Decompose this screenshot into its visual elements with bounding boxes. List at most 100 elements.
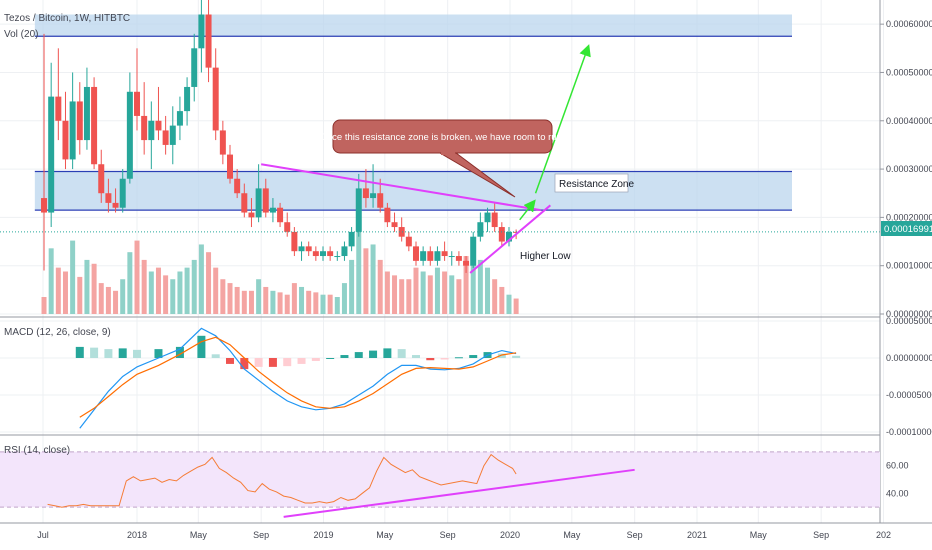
candle-body[interactable]: [491, 212, 498, 228]
volume-bar: [291, 283, 297, 314]
price-y-tick-label: 0.00020000: [886, 212, 932, 222]
candle-body[interactable]: [277, 207, 284, 223]
candle-body[interactable]: [141, 115, 148, 141]
candle-body[interactable]: [420, 251, 427, 261]
candle-body[interactable]: [334, 256, 341, 258]
candle-body[interactable]: [348, 231, 355, 247]
breakout-arrow-small[interactable]: [519, 199, 536, 221]
candle-body[interactable]: [448, 256, 455, 258]
candle-body[interactable]: [41, 198, 48, 213]
candle-body[interactable]: [312, 251, 319, 257]
x-tick-label: Sep: [813, 530, 829, 540]
macd-pane[interactable]: [75, 327, 521, 429]
volume-bar: [313, 292, 319, 314]
candle-body[interactable]: [284, 222, 291, 232]
price-trendline[interactable]: [261, 163, 541, 212]
candle-body[interactable]: [62, 120, 69, 160]
candle-body[interactable]: [134, 91, 141, 116]
candle-body[interactable]: [355, 188, 362, 232]
rsi-pane-title: RSI (14, close): [4, 445, 70, 456]
candle-body[interactable]: [169, 125, 176, 145]
candle-body[interactable]: [83, 86, 90, 141]
resistance-zone-tag: Resistance Zone: [554, 173, 634, 193]
candle-body[interactable]: [219, 130, 226, 155]
candle-body[interactable]: [91, 86, 98, 165]
macd-histogram-bar: [154, 349, 163, 358]
candle-body[interactable]: [362, 188, 369, 199]
rsi-pane[interactable]: [0, 451, 880, 518]
candle-body[interactable]: [112, 202, 119, 208]
candle-body[interactable]: [76, 101, 83, 141]
x-axis-layer[interactable]: Jul 2018 May Sep 2019 May Sep 2020 May Sep 2021 May…: [37, 530, 891, 540]
candle-body[interactable]: [377, 193, 384, 208]
candle-body[interactable]: [126, 91, 133, 179]
macd-histogram-bar: [118, 348, 127, 358]
candle-body[interactable]: [55, 96, 62, 121]
rsi-line[interactable]: [47, 453, 517, 508]
candle-body[interactable]: [212, 67, 219, 131]
candle-body[interactable]: [184, 86, 191, 112]
candle-body[interactable]: [198, 14, 205, 49]
candle-body[interactable]: [191, 48, 198, 87]
last-price-tag: 0.00016991: [881, 221, 932, 236]
volume-bar: [41, 297, 47, 314]
breakout-arrow-large[interactable]: [534, 44, 591, 194]
candle-body[interactable]: [498, 227, 505, 242]
candle-body[interactable]: [370, 193, 377, 199]
candle-body[interactable]: [384, 207, 391, 223]
candle-body[interactable]: [105, 193, 112, 203]
candle-body[interactable]: [48, 96, 55, 213]
candle-body[interactable]: [269, 207, 276, 213]
candle-body[interactable]: [391, 222, 398, 228]
candle-body[interactable]: [298, 246, 305, 252]
volume-bar: [220, 279, 226, 314]
candle-body[interactable]: [162, 130, 169, 145]
candle-body[interactable]: [470, 236, 477, 266]
price-pane[interactable]: [0, 0, 880, 314]
candle-body[interactable]: [405, 236, 412, 247]
volume-bar: [155, 267, 161, 314]
y-axis-layer[interactable]: 0.00000000 0.00010000 0.00020000 0.00030000…: [880, 19, 932, 498]
candle-body[interactable]: [148, 120, 155, 141]
candle-body[interactable]: [319, 251, 326, 257]
candle-body[interactable]: [327, 251, 334, 257]
volume-bar: [184, 267, 190, 314]
candle-body[interactable]: [234, 178, 241, 194]
last-price-value: 0.00016991: [884, 224, 932, 235]
candle-body[interactable]: [398, 227, 405, 237]
volume-bar: [170, 279, 176, 314]
candle-body[interactable]: [69, 101, 76, 160]
candle-body[interactable]: [119, 178, 126, 208]
macd-histogram-bar: [175, 346, 184, 358]
candle-body[interactable]: [505, 231, 512, 242]
candle-body[interactable]: [341, 246, 348, 257]
candle-body[interactable]: [227, 154, 234, 179]
volume-bar: [506, 294, 512, 314]
candle-body[interactable]: [262, 188, 269, 213]
candle-body[interactable]: [176, 111, 183, 126]
candle-body[interactable]: [248, 212, 255, 218]
candle-body[interactable]: [434, 251, 441, 261]
candle-body[interactable]: [463, 260, 470, 266]
price-y-tick-label: 0.00030000: [886, 164, 932, 174]
candle-body[interactable]: [477, 222, 484, 237]
candle-body[interactable]: [441, 251, 448, 257]
signal-line[interactable]: [79, 336, 517, 418]
rsi-trendline[interactable]: [283, 468, 635, 518]
x-tick-label: 2018: [127, 530, 147, 540]
candle-body[interactable]: [205, 14, 212, 68]
macd-line[interactable]: [79, 327, 517, 429]
volume-bar: [449, 275, 455, 314]
candle-body[interactable]: [305, 246, 312, 252]
price-trendline[interactable]: [469, 204, 552, 274]
candle-body[interactable]: [412, 246, 419, 261]
candle-body[interactable]: [255, 188, 262, 218]
volume-bar: [77, 276, 83, 314]
candle-body[interactable]: [291, 231, 298, 252]
candle-body[interactable]: [241, 193, 248, 213]
candle-body[interactable]: [484, 212, 491, 223]
candle-body[interactable]: [455, 256, 462, 261]
candle-body[interactable]: [155, 120, 162, 131]
candle-body[interactable]: [427, 251, 434, 261]
candle-body[interactable]: [98, 164, 105, 194]
